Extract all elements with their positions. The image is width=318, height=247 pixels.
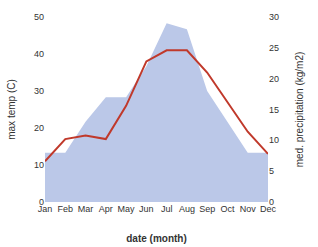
svg-text:0: 0: [39, 197, 44, 207]
svg-text:50: 50: [34, 12, 44, 22]
svg-text:Jul: Jul: [161, 204, 173, 214]
svg-text:Jun: Jun: [139, 204, 154, 214]
svg-text:15: 15: [269, 105, 279, 115]
svg-text:40: 40: [34, 49, 44, 59]
svg-text:Nov: Nov: [240, 204, 257, 214]
svg-text:max temp (C): max temp (C): [6, 79, 17, 140]
svg-text:30: 30: [34, 86, 44, 96]
svg-text:25: 25: [269, 43, 279, 53]
svg-text:Feb: Feb: [58, 204, 74, 214]
svg-text:5: 5: [269, 166, 274, 176]
svg-text:20: 20: [269, 74, 279, 84]
svg-text:0: 0: [269, 197, 274, 207]
svg-text:Aug: Aug: [179, 204, 195, 214]
svg-text:Dec: Dec: [260, 204, 277, 214]
svg-text:10: 10: [34, 160, 44, 170]
svg-text:10: 10: [269, 135, 279, 145]
svg-text:30: 30: [269, 12, 279, 22]
svg-text:med. precipitation (kg/m2): med. precipitation (kg/m2): [294, 52, 305, 168]
svg-text:date (month): date (month): [126, 233, 187, 244]
svg-text:Oct: Oct: [220, 204, 235, 214]
svg-text:Apr: Apr: [99, 204, 113, 214]
svg-text:May: May: [118, 204, 136, 214]
svg-text:Jan: Jan: [38, 204, 53, 214]
svg-text:Mar: Mar: [78, 204, 94, 214]
svg-text:20: 20: [34, 123, 44, 133]
svg-text:Sep: Sep: [199, 204, 215, 214]
